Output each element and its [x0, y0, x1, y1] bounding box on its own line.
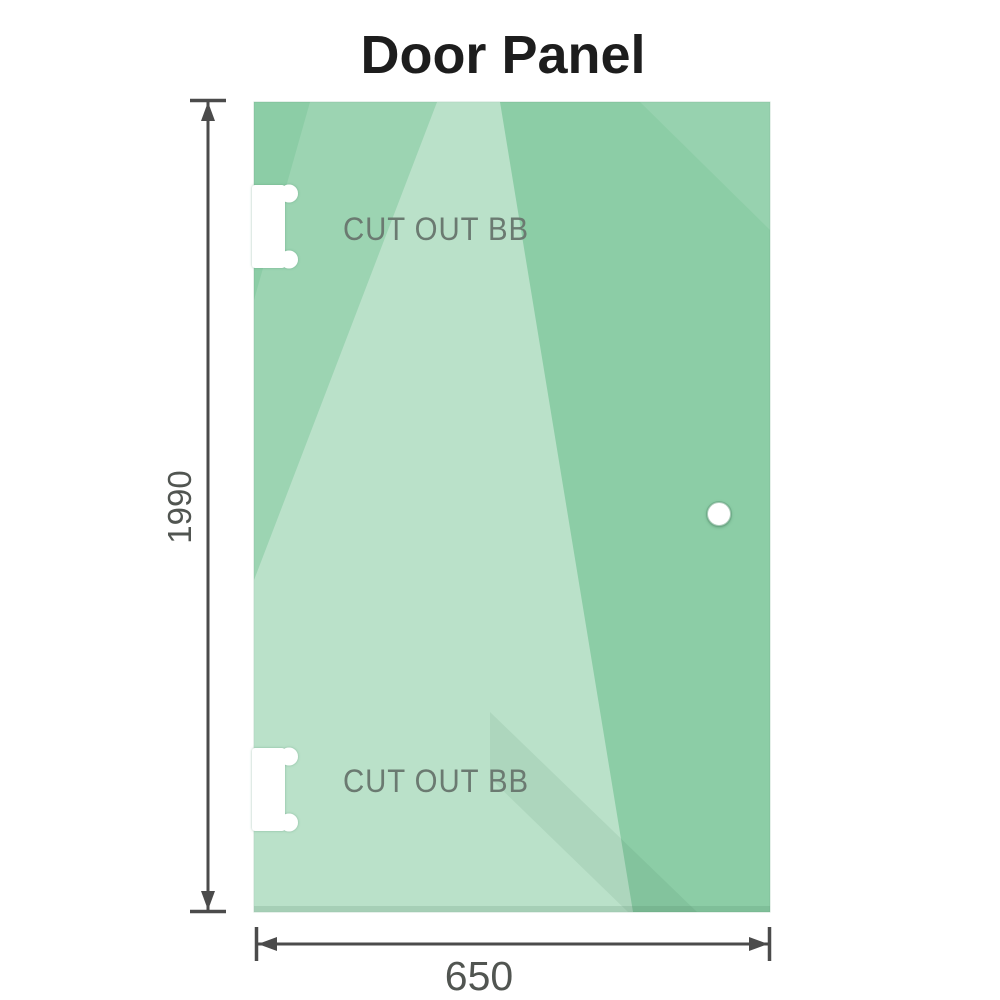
- hinge-cutout-top: [252, 184, 298, 269]
- glass-bottom-edge: [254, 906, 770, 912]
- height-dimension: 1990: [161, 98, 226, 914]
- page-title: Door Panel: [360, 25, 646, 85]
- arrowhead-up-icon: [201, 102, 215, 121]
- arrowhead-right-icon: [749, 937, 768, 951]
- width-value-label: 650: [445, 953, 513, 999]
- glass-panel-body: [253, 101, 771, 913]
- glass-panel: CUT OUT BB CUT OUT BB: [252, 101, 771, 913]
- glass-reflection-band-faint: [254, 102, 437, 580]
- handle-hole: [706, 501, 732, 527]
- cutout-body: [252, 748, 285, 831]
- cutout-body: [252, 185, 285, 268]
- cutout-drill-hole-top: [280, 184, 298, 203]
- height-value-label: 1990: [161, 470, 198, 543]
- cutout-drill-hole-bottom: [280, 250, 298, 269]
- arrowhead-left-icon: [258, 937, 277, 951]
- glass-reflection-band-main: [254, 102, 633, 912]
- hinge-cutout-bottom: [252, 747, 298, 832]
- width-dimension: 650: [254, 927, 772, 999]
- cutout-label-top: CUT OUT BB: [343, 211, 529, 247]
- arrowhead-down-icon: [201, 891, 215, 910]
- cutout-label-bottom: CUT OUT BB: [343, 763, 529, 799]
- cutout-drill-hole-top: [280, 747, 298, 766]
- glass-reflection-corner: [640, 102, 770, 230]
- glass-shadow-band: [490, 712, 697, 912]
- cutout-drill-hole-bottom: [280, 813, 298, 832]
